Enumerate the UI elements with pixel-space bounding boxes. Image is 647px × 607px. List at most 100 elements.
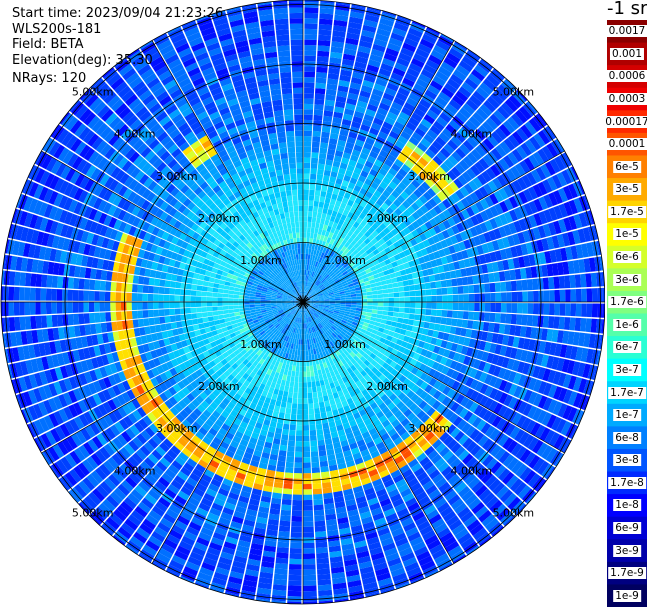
ppi-cell — [314, 261, 319, 268]
ppi-cell — [254, 113, 265, 121]
ppi-cell — [414, 198, 424, 208]
ppi-cell — [145, 379, 155, 390]
ppi-cell — [256, 234, 263, 242]
ppi-cell — [384, 116, 396, 126]
ppi-cell — [269, 316, 276, 321]
ppi-cell — [451, 151, 463, 163]
ppi-cell — [191, 435, 202, 445]
ppi-cell — [202, 436, 212, 446]
ppi-cell — [334, 200, 342, 208]
ppi-cell — [326, 287, 333, 292]
ppi-cell — [29, 214, 39, 229]
ppi-cell — [287, 279, 292, 285]
ppi-cell — [326, 277, 333, 282]
ppi-cell — [210, 272, 217, 278]
ppi-cell — [65, 364, 74, 377]
ppi-cell — [495, 292, 502, 302]
ppi-cell — [542, 277, 549, 290]
ppi-cell — [158, 339, 166, 348]
ppi-cell — [322, 289, 328, 294]
ppi-cell — [118, 371, 127, 382]
ppi-cell — [333, 277, 339, 282]
ppi-cell — [251, 285, 258, 290]
ppi-cell — [157, 522, 171, 534]
ppi-cell — [493, 228, 502, 240]
ppi-cell — [144, 426, 156, 438]
ppi-cell — [166, 533, 181, 545]
ppi-cell — [214, 62, 227, 72]
ppi-cell — [167, 158, 178, 169]
ppi-cell — [314, 287, 320, 292]
ppi-cell — [393, 297, 400, 302]
ppi-cell — [189, 453, 201, 464]
ppi-cell — [304, 66, 316, 73]
ppi-cell — [219, 336, 227, 343]
ppi-cell — [599, 256, 604, 271]
ppi-cell — [265, 328, 272, 335]
ppi-cell — [297, 311, 300, 318]
ppi-cell — [338, 219, 345, 226]
ppi-cell — [345, 187, 354, 195]
ppi-cell — [159, 44, 175, 56]
ppi-cell — [221, 237, 229, 245]
ppi-cell — [596, 240, 602, 256]
ppi-cell — [262, 360, 268, 367]
ppi-cell — [322, 259, 328, 265]
ppi-cell — [241, 105, 252, 114]
ppi-cell — [462, 140, 475, 152]
ppi-cell — [341, 179, 350, 188]
ppi-cell — [387, 42, 401, 53]
ppi-cell — [271, 295, 277, 298]
ppi-cell — [380, 280, 387, 286]
ppi-cell — [191, 398, 201, 408]
ppi-cell — [59, 250, 68, 264]
ppi-cell — [409, 238, 418, 247]
ppi-cell — [163, 379, 173, 389]
ppi-cell — [103, 214, 113, 227]
ppi-cell — [264, 480, 274, 487]
ppi-cell — [538, 252, 547, 265]
ppi-cell — [388, 37, 403, 48]
ppi-cell — [447, 78, 461, 90]
ppi-cell — [435, 280, 442, 289]
ppi-cell — [227, 381, 236, 390]
ppi-cell — [300, 307, 303, 313]
ppi-cell — [208, 227, 216, 236]
ppi-cell — [281, 163, 290, 170]
ppi-cell — [375, 252, 382, 260]
ppi-cell — [260, 95, 272, 103]
ppi-cell — [521, 279, 528, 291]
ppi-cell — [580, 273, 587, 288]
ppi-cell — [185, 352, 193, 360]
ppi-cell — [244, 295, 250, 299]
ppi-cell — [151, 367, 160, 377]
ppi-cell — [240, 490, 251, 499]
ppi-cell — [91, 257, 99, 269]
ppi-cell — [172, 267, 179, 275]
ppi-cell — [306, 286, 309, 293]
ppi-cell — [139, 173, 150, 185]
ppi-cell — [408, 117, 420, 127]
ppi-cell — [215, 258, 222, 265]
ppi-cell — [58, 408, 69, 423]
ppi-cell — [425, 148, 436, 159]
ppi-cell — [436, 166, 447, 177]
ppi-cell — [393, 292, 400, 298]
ppi-cell — [208, 47, 222, 57]
ppi-cell — [332, 117, 342, 124]
ppi-cell — [204, 396, 213, 405]
ppi-cell — [307, 275, 310, 282]
ppi-cell — [155, 198, 165, 208]
ppi-cell — [146, 118, 159, 131]
ppi-cell — [298, 259, 302, 265]
ppi-cell — [394, 140, 406, 150]
ppi-cell — [319, 13, 334, 20]
ppi-cell — [396, 57, 410, 68]
ppi-cell — [570, 166, 579, 181]
ppi-cell — [175, 137, 187, 148]
ppi-cell — [181, 386, 191, 396]
ppi-cell — [362, 165, 372, 174]
ppi-cell — [284, 212, 290, 219]
ppi-cell — [217, 310, 224, 315]
ppi-cell — [347, 92, 359, 101]
